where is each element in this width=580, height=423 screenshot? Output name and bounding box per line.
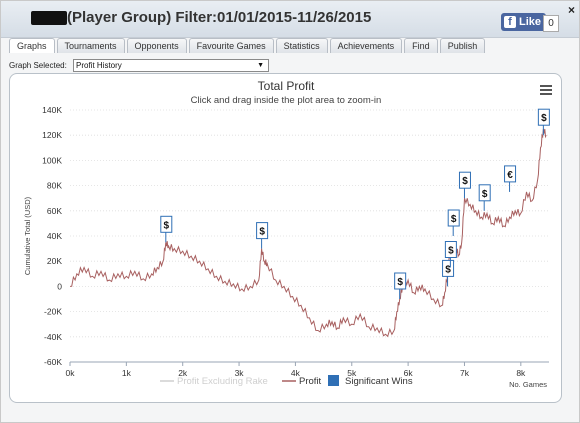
y-tick-label: 80K bbox=[47, 181, 62, 191]
y-tick-label: -20K bbox=[44, 307, 62, 317]
chart-title: Total Profit bbox=[258, 79, 315, 93]
y-tick-label: 0 bbox=[57, 281, 62, 291]
tab-achievements[interactable]: Achievements bbox=[329, 38, 403, 53]
flag-box bbox=[447, 209, 460, 227]
legend-label: Profit Excluding Rake bbox=[177, 376, 268, 387]
window-title: (Player Group) Filter:01/01/2015-11/26/2… bbox=[67, 9, 372, 26]
significant-win-flag[interactable]: $ bbox=[256, 222, 269, 249]
significant-win-flag[interactable]: $ bbox=[458, 171, 471, 199]
significant-win-flag[interactable]: $ bbox=[478, 184, 491, 211]
significant-win-flag[interactable]: $ bbox=[444, 241, 457, 268]
facebook-like-count: 0 bbox=[543, 15, 559, 32]
flag-box bbox=[256, 222, 269, 240]
tab-bar: Graphs Tournaments Opponents Favourite G… bbox=[9, 38, 487, 53]
redacted-player-name bbox=[31, 11, 67, 25]
chart-series bbox=[69, 128, 547, 338]
flag-box bbox=[160, 215, 173, 233]
legend-item[interactable]: Significant Wins bbox=[328, 375, 413, 387]
flag-box bbox=[444, 241, 457, 258]
tab-statistics[interactable]: Statistics bbox=[275, 38, 328, 53]
profit-series-line bbox=[69, 128, 547, 338]
y-tick-label: 120K bbox=[42, 130, 62, 140]
flag-symbol: $ bbox=[259, 227, 265, 238]
legend-swatch bbox=[328, 375, 339, 386]
significant-win-flags: $ $ $ $ $ $ $ $ € $ bbox=[160, 108, 550, 299]
tab-tournaments[interactable]: Tournaments bbox=[56, 38, 125, 53]
chart-grid bbox=[70, 109, 549, 363]
flag-box bbox=[478, 184, 491, 202]
x-tick-label: 2k bbox=[178, 368, 188, 378]
legend-label: Significant Wins bbox=[345, 376, 413, 387]
y-tick-label: 20K bbox=[47, 256, 62, 266]
significant-win-flag[interactable]: $ bbox=[447, 209, 460, 236]
flag-box bbox=[504, 165, 517, 183]
x-axis-label: No. Games bbox=[509, 380, 547, 389]
chart-subtitle: Click and drag inside the plot area to z… bbox=[191, 95, 382, 106]
flag-symbol: $ bbox=[397, 277, 403, 288]
y-tick-label: -60K bbox=[44, 357, 62, 367]
facebook-like-label: Like bbox=[519, 16, 542, 28]
tab-graphs[interactable]: Graphs bbox=[9, 38, 55, 53]
x-tick-label: 0k bbox=[66, 368, 76, 378]
x-tick-label: 8k bbox=[516, 368, 526, 378]
x-tick-label: 6k bbox=[404, 368, 414, 378]
x-tick-label: 7k bbox=[460, 368, 470, 378]
legend-item[interactable]: Profit Excluding Rake bbox=[160, 376, 268, 387]
flag-box bbox=[537, 108, 550, 126]
significant-win-flag[interactable]: $ bbox=[442, 259, 455, 287]
tab-opponents[interactable]: Opponents bbox=[126, 38, 187, 53]
graph-selected-label: Graph Selected: bbox=[9, 61, 67, 70]
graph-select-value: Profit History bbox=[76, 61, 122, 70]
title-bar: (Player Group) Filter:01/01/2015-11/26/2… bbox=[1, 1, 579, 38]
significant-win-flag[interactable]: $ bbox=[537, 108, 550, 136]
flag-symbol: $ bbox=[541, 113, 547, 124]
x-tick-label: 5k bbox=[347, 368, 357, 378]
x-tick-label: 3k bbox=[235, 368, 245, 378]
y-tick-label: 100K bbox=[42, 155, 62, 165]
flag-symbol: $ bbox=[482, 189, 488, 200]
dropdown-arrow-icon: ▼ bbox=[257, 62, 264, 69]
legend-label: Profit bbox=[299, 376, 322, 387]
y-tick-label: -40K bbox=[44, 332, 62, 342]
significant-win-flag[interactable]: $ bbox=[394, 272, 407, 299]
flag-symbol: € bbox=[507, 170, 513, 181]
flag-box bbox=[442, 259, 455, 277]
x-tick-label: 1k bbox=[122, 368, 132, 378]
y-tick-label: 40K bbox=[47, 231, 62, 241]
y-tick-label: 140K bbox=[42, 105, 62, 115]
y-tick-label: 60K bbox=[47, 206, 62, 216]
facebook-logo-icon: f bbox=[504, 16, 516, 28]
significant-win-flag[interactable]: $ bbox=[160, 215, 173, 243]
tab-find[interactable]: Find bbox=[404, 38, 438, 53]
legend-item[interactable]: Profit bbox=[282, 376, 322, 387]
flag-symbol: $ bbox=[164, 220, 170, 231]
chart-legend[interactable]: Profit Excluding Rake Profit Significant W… bbox=[160, 375, 413, 387]
chart-menu-icon[interactable] bbox=[540, 85, 552, 95]
y-axis-ticks: -60K -40K -20K 0 20K 40K 60K 80K 100K 120K 140K bbox=[42, 105, 62, 367]
flag-symbol: $ bbox=[451, 214, 457, 225]
significant-win-flag[interactable]: € bbox=[504, 165, 517, 192]
flag-symbol: $ bbox=[445, 264, 451, 275]
facebook-like-button[interactable]: f Like bbox=[501, 13, 547, 31]
flag-box bbox=[458, 171, 471, 189]
flag-symbol: $ bbox=[448, 246, 454, 257]
x-axis-ticks: 0k 1k 2k 3k 4k 5k 6k 7k 8k bbox=[66, 361, 549, 378]
flag-box bbox=[394, 272, 407, 290]
graph-select-dropdown[interactable]: Profit History ▼ bbox=[73, 59, 269, 72]
tab-publish[interactable]: Publish bbox=[439, 38, 486, 53]
y-axis-label: Cumulative Total (USD) bbox=[23, 196, 32, 275]
chart-panel: Total Profit Click and drag inside the p… bbox=[9, 73, 562, 403]
close-icon[interactable]: × bbox=[567, 3, 575, 17]
tab-favourite-games[interactable]: Favourite Games bbox=[188, 38, 274, 53]
x-tick-label: 4k bbox=[291, 368, 301, 378]
flag-symbol: $ bbox=[462, 176, 468, 187]
profit-chart[interactable]: Total Profit Click and drag inside the p… bbox=[10, 74, 561, 402]
